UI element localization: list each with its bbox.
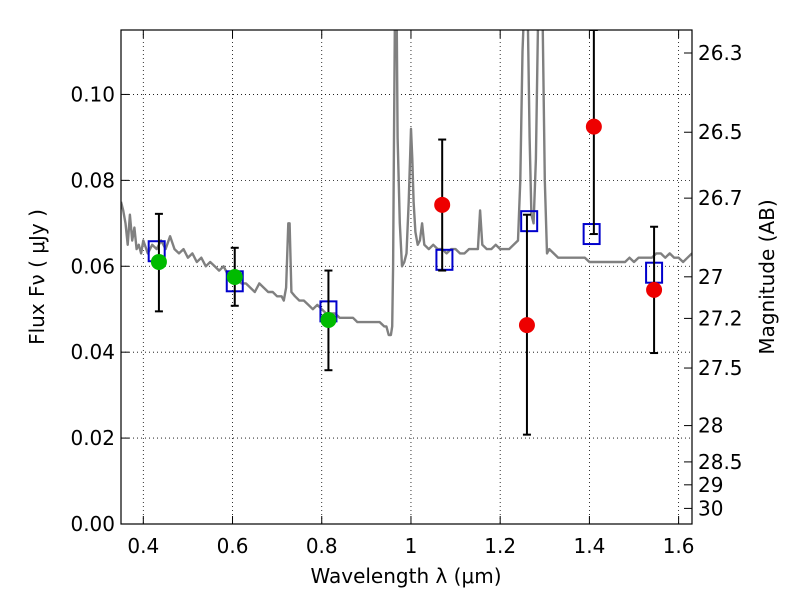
x-axis-label: Wavelength λ (μm) <box>310 564 501 588</box>
data-point <box>646 281 663 298</box>
y-tick-label: 0.00 <box>70 512 115 536</box>
mag-tick-label: 26.7 <box>698 186 743 210</box>
mag-tick-label: 27.2 <box>698 306 743 330</box>
y-tick-label: 0.10 <box>70 82 115 106</box>
mag-tick-label: 26.5 <box>698 120 743 144</box>
x-tick-label: 0.6 <box>217 534 249 558</box>
data-point <box>585 118 602 135</box>
data-point <box>434 196 451 213</box>
plot-area <box>121 30 692 436</box>
y-tick-label: 0.02 <box>70 426 115 450</box>
axis-ticks: 0.4 0.6 0.8 1 1.2 1.4 1.6 0.00 0.02 0.04 0.06 0.08 0… <box>70 30 743 558</box>
y-tick-label: 0.04 <box>70 340 115 364</box>
mag-tick-label: 28 <box>698 414 723 438</box>
mag-tick-label: 30 <box>698 496 723 520</box>
model-photometry-square <box>520 210 539 233</box>
y-tick-label: 0.08 <box>70 168 115 192</box>
mag-tick-label: 29 <box>698 473 723 497</box>
x-tick-label: 1.6 <box>663 534 695 558</box>
mag-tick-label: 28.5 <box>698 450 743 474</box>
x-tick-label: 0.4 <box>127 534 159 558</box>
data-point <box>226 269 243 285</box>
model-photometry-square <box>582 223 601 246</box>
spectrum-line <box>121 30 692 337</box>
data-point <box>150 253 167 270</box>
y-tick-label: 0.06 <box>70 254 115 278</box>
x-tick-label: 0.8 <box>306 534 338 558</box>
data-point <box>320 311 337 328</box>
mag-tick-label: 27 <box>698 265 723 289</box>
x-tick-label: 1 <box>405 534 418 558</box>
x-tick-label: 1.4 <box>573 534 605 558</box>
x-tick-label: 1.2 <box>484 534 516 558</box>
y-axis-label: Flux Fν ( μJy ) <box>25 209 49 345</box>
mag-tick-label: 26.3 <box>698 41 743 65</box>
y-axis-label-right: Magnitude (AB) <box>755 199 779 354</box>
data-point <box>518 317 535 334</box>
mag-tick-label: 27.5 <box>698 356 743 380</box>
